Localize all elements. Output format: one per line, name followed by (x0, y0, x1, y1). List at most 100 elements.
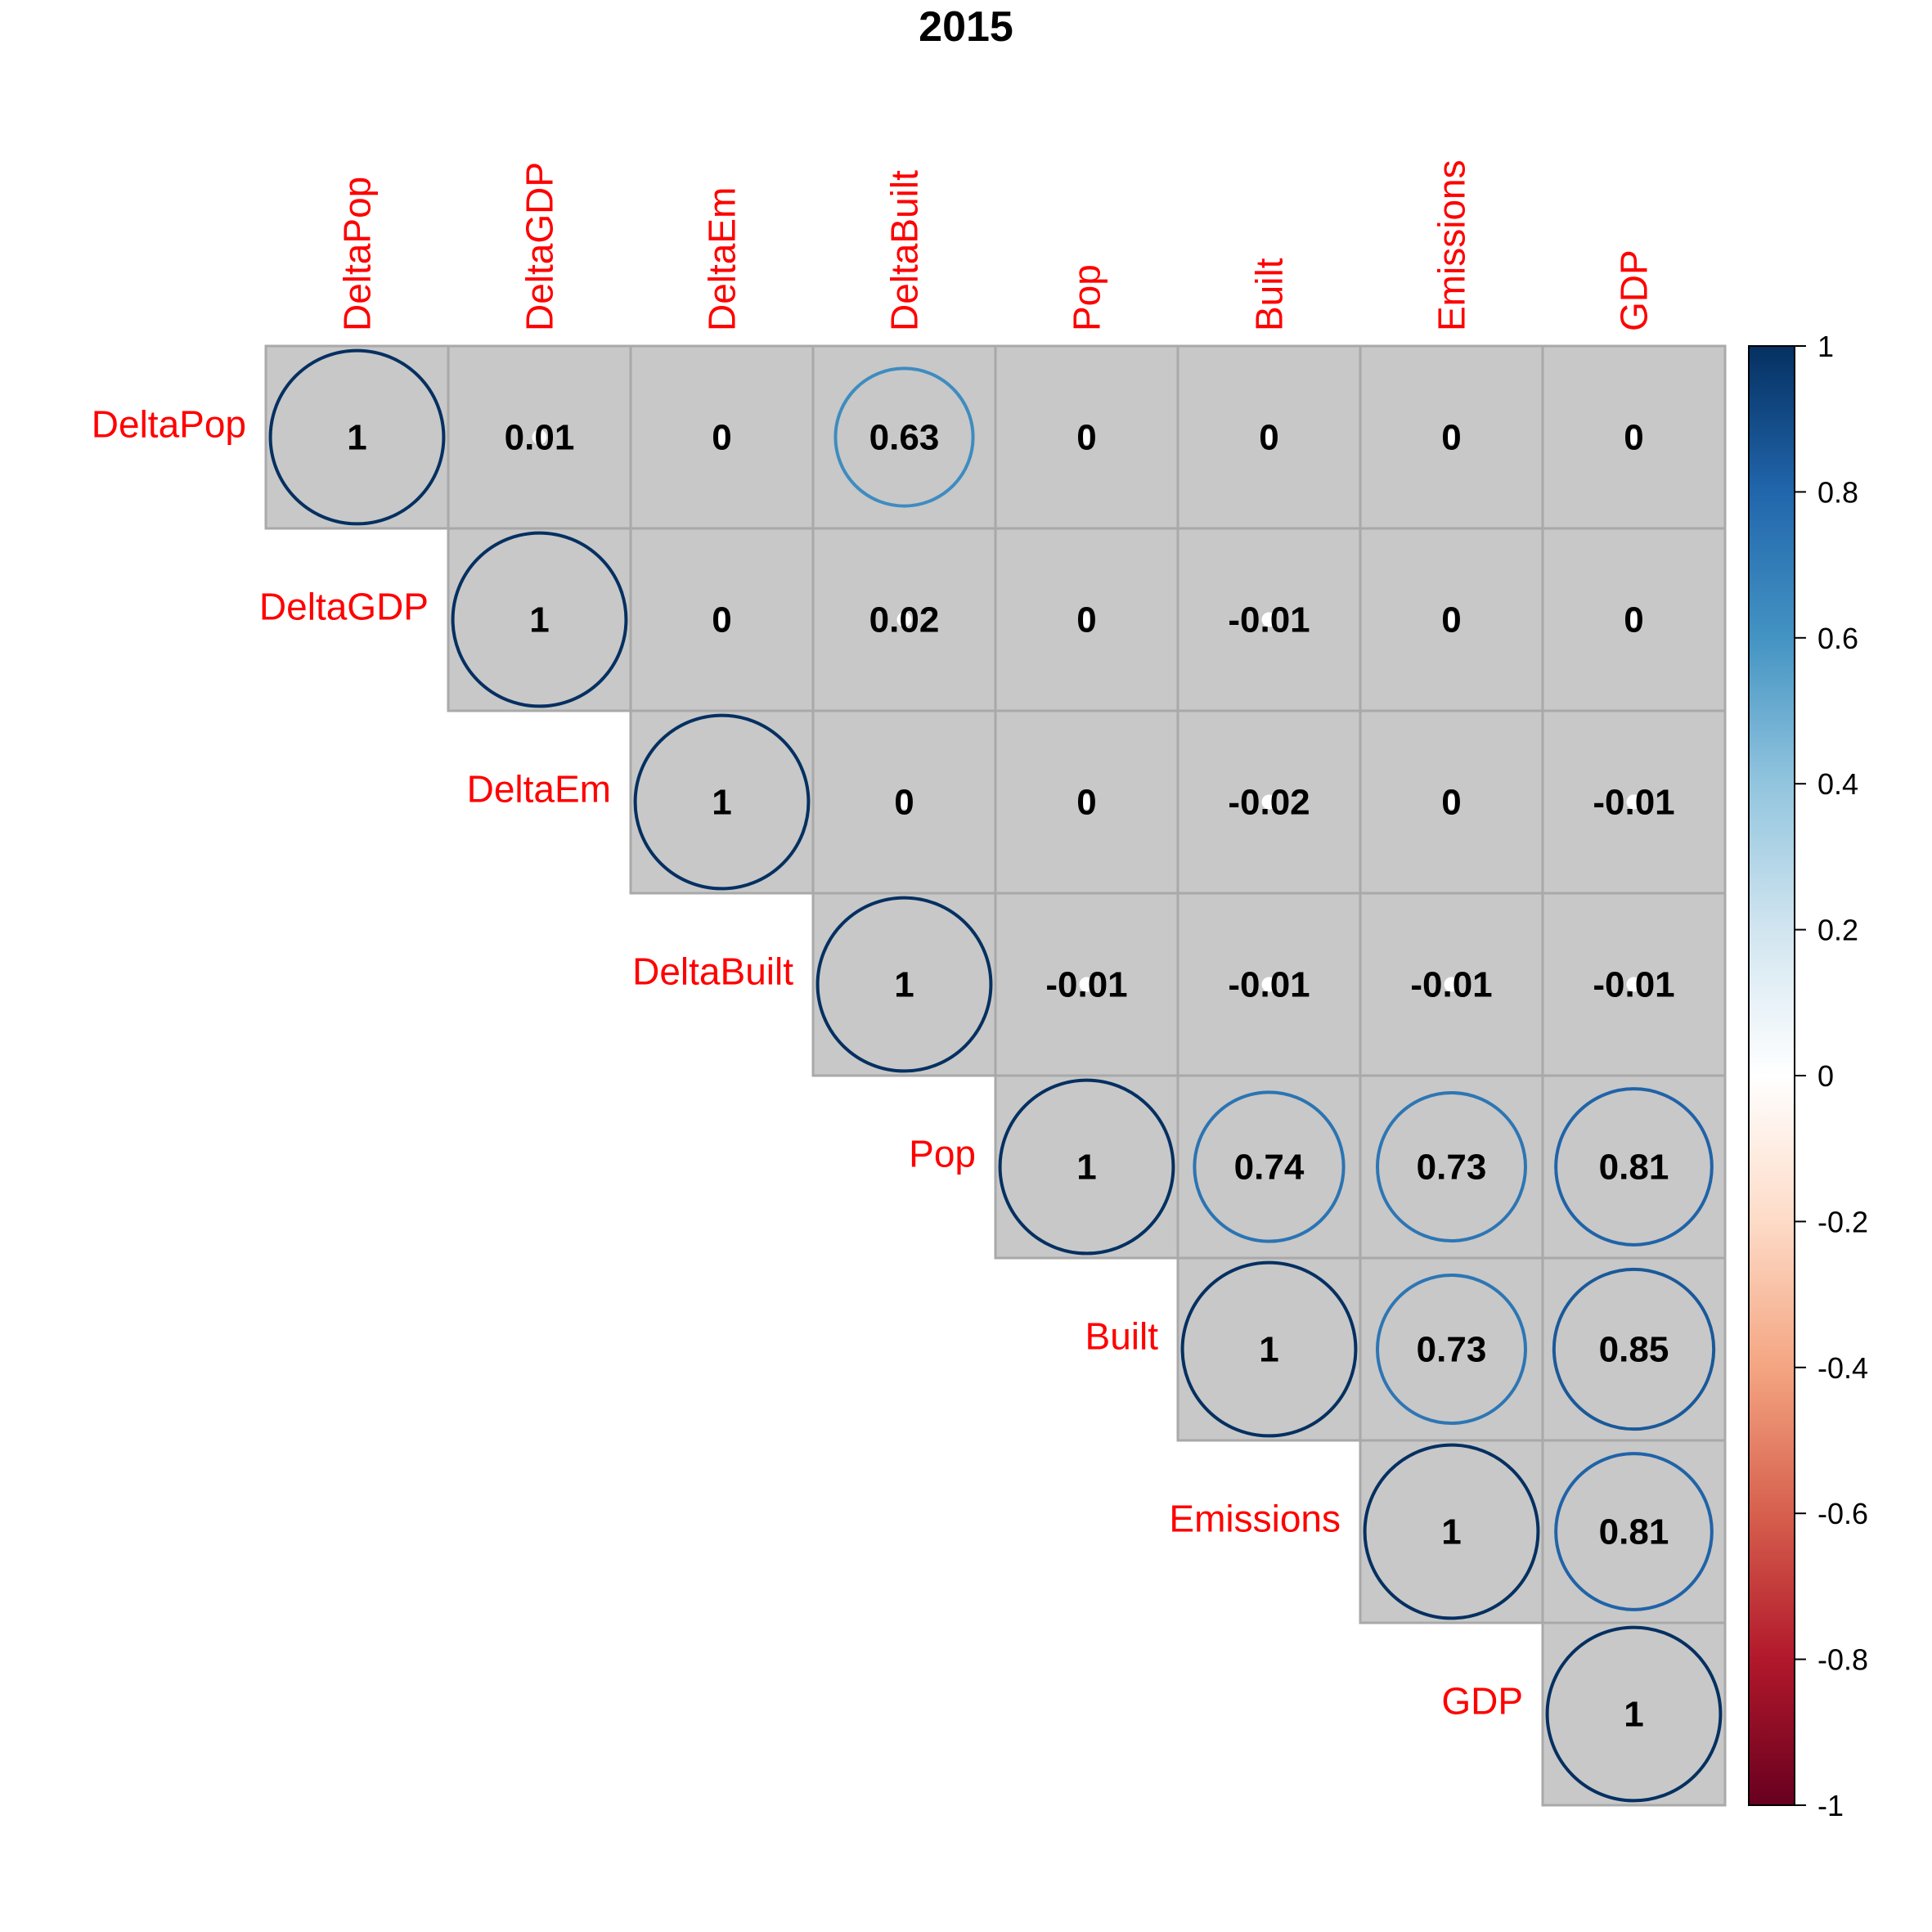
cell-value-label: 1 (1441, 1512, 1461, 1552)
cell-value-label: 0 (1076, 783, 1096, 823)
correlation-circle (1444, 429, 1459, 445)
matrix-cell (1359, 1256, 1544, 1442)
cell-value-label: -0.01 (1228, 965, 1310, 1005)
cell-value-label: 0.81 (1599, 1512, 1669, 1552)
correlation-circle (1363, 1443, 1540, 1620)
cell-value-label: 0 (712, 600, 731, 640)
cell-value-label: -0.01 (1593, 783, 1674, 823)
cell-value-label: -0.02 (1228, 783, 1310, 823)
column-label: Built (1248, 258, 1291, 331)
correlation-circle (1079, 794, 1094, 810)
chart-title: 2015 (919, 3, 1013, 51)
color-scale-tick-label: 0.4 (1817, 767, 1858, 801)
correlation-circle (1180, 1260, 1358, 1438)
cell-value-label: 0.63 (869, 418, 940, 458)
row-label: Pop (909, 1133, 976, 1175)
color-scale-tick-label: -0.4 (1817, 1351, 1868, 1385)
correlation-circle (1444, 612, 1459, 627)
color-scale-tick-label: 0.6 (1817, 622, 1858, 655)
cell-value-label: -0.01 (1410, 965, 1492, 1005)
column-label: DeltaBuilt (883, 170, 926, 331)
column-label: Pop (1066, 264, 1108, 331)
correlation-circle (1193, 1090, 1346, 1243)
color-scale-tick-label: 0 (1817, 1059, 1834, 1093)
row-label: GDP (1441, 1680, 1523, 1723)
correlation-circle (268, 348, 446, 526)
correlation-circle (815, 896, 993, 1073)
row-label: DeltaPop (92, 403, 246, 446)
correlation-circle (998, 1078, 1175, 1256)
row-label: DeltaEm (467, 768, 611, 811)
cell-value-label: -0.01 (1045, 965, 1127, 1005)
color-scale-tick-label: 0.2 (1817, 914, 1858, 947)
cell-value-label: 0.73 (1417, 1148, 1487, 1188)
cell-value-label: 1 (529, 600, 549, 640)
cell-value-label: 0 (1624, 600, 1643, 640)
color-scale-tick-label: 0.8 (1817, 475, 1858, 509)
correlation-circle (1375, 1090, 1528, 1243)
correlation-circle (1554, 1452, 1714, 1611)
color-scale-tick-label: -0.2 (1817, 1205, 1868, 1238)
cell-value-label: 0 (712, 418, 731, 458)
correlation-circle (1261, 977, 1277, 992)
color-scale-bar (1748, 345, 1795, 1806)
column-label: Emissions (1431, 160, 1473, 331)
matrix-cell (1541, 1256, 1727, 1442)
color-scale-tick-label: -1 (1817, 1789, 1844, 1822)
matrix-cell (1541, 1439, 1727, 1624)
correlation-circle (1626, 612, 1642, 627)
matrix-cell (1176, 1074, 1362, 1260)
column-label: DeltaPop (336, 177, 379, 331)
cell-value-label: 0 (1259, 418, 1278, 458)
row-label: DeltaGDP (259, 586, 429, 628)
correlation-circle (833, 366, 975, 508)
cell-value-label: 0.73 (1417, 1330, 1487, 1370)
correlation-circle (1545, 1625, 1723, 1803)
cell-value-label: 0.85 (1599, 1330, 1669, 1370)
color-scale-tick-label: -0.6 (1817, 1497, 1868, 1530)
color-scale-tick-label: 1 (1817, 330, 1834, 363)
row-label: Built (1085, 1315, 1159, 1358)
correlation-circle (451, 531, 628, 708)
cell-value-label: -0.01 (1228, 600, 1310, 640)
correlation-circle (633, 713, 811, 891)
correlation-circle (1552, 1267, 1716, 1431)
column-labels: DeltaPop DeltaGDP DeltaEm DeltaBuilt Pop Buil… (336, 160, 1656, 331)
cell-value-label: 0 (1076, 418, 1096, 458)
cell-value-label: 0.81 (1599, 1148, 1669, 1188)
correlation-circle (896, 794, 912, 810)
cell-value-label: 1 (712, 783, 731, 823)
cell-value-label: 0.74 (1234, 1148, 1305, 1188)
cell-value-label: 1 (1076, 1148, 1096, 1188)
cell-value-label: 0 (1441, 783, 1461, 823)
correlation-circle (1626, 794, 1642, 810)
cell-value-label: 0.01 (505, 418, 575, 458)
matrix-cells: 1 0.01 0 0.63 0 0 0 0 1 0 0.02 0 -0.01 0 0 1 0 0 -0.02 0 -0.… (264, 344, 1727, 1807)
correlation-circle (896, 612, 912, 627)
correlation-circle (1079, 612, 1094, 627)
correlation-circle (532, 429, 547, 445)
color-legend: 1 0.8 0.6 0.4 0.2 0 -0.2 -0.4 -0.6 -0.8 -1 (1748, 330, 1868, 1822)
correlation-circle (1261, 612, 1277, 627)
correlation-circle (1079, 977, 1094, 992)
cell-value-label: 1 (1259, 1330, 1278, 1370)
cell-value-label: -0.01 (1593, 965, 1674, 1005)
cell-value-label: 1 (894, 965, 914, 1005)
correlation-circle (1375, 1273, 1528, 1426)
cell-value-label: 1 (347, 418, 366, 458)
cell-value-label: 0.02 (869, 600, 940, 640)
cell-value-label: 0 (894, 783, 914, 823)
cell-value-label: 0 (1624, 418, 1643, 458)
correlation-circle (1444, 977, 1459, 992)
correlation-circle (1554, 1087, 1714, 1247)
correlation-circle (1444, 794, 1459, 810)
column-label: DeltaEm (701, 187, 744, 331)
cell-value-label: 1 (1624, 1695, 1643, 1735)
correlation-circle (1261, 429, 1277, 445)
correlation-circle (1626, 429, 1642, 445)
cell-value-label: 0 (1076, 600, 1096, 640)
correlation-circle (714, 429, 730, 445)
correlation-circle (714, 612, 730, 627)
cell-value-label: 0 (1441, 418, 1461, 458)
